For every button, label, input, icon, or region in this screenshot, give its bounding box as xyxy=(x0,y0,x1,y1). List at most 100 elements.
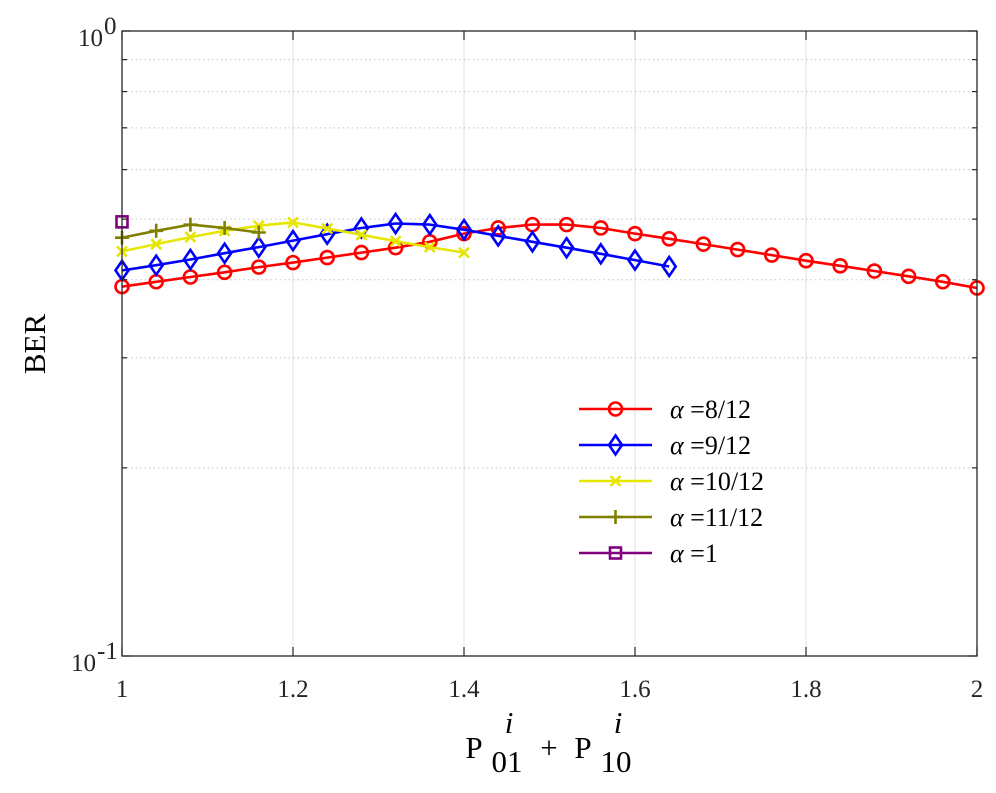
y-axis-label: BER xyxy=(17,314,52,375)
legend-marker-3 xyxy=(608,510,623,524)
legend-alpha-3: α xyxy=(670,503,685,532)
x-tick-label-2: 1.4 xyxy=(448,676,480,703)
grid-lines xyxy=(122,31,977,656)
series-0-point-16 xyxy=(661,231,678,247)
legend-alpha-0: α xyxy=(670,395,685,424)
series-0-point-5 xyxy=(285,254,301,271)
series-2-point-7 xyxy=(355,228,368,241)
y-tick-label-top-base: 10 xyxy=(78,25,103,52)
series-0-point-4 xyxy=(250,259,267,275)
series-1-line xyxy=(121,222,670,272)
axis-ticks xyxy=(121,30,978,657)
y-tick-label-bottom: 10 -1 xyxy=(71,638,118,677)
legend-marker-2 xyxy=(609,475,622,487)
legend-entry-3: α =11/12 xyxy=(579,503,763,532)
series-0-point-11 xyxy=(490,220,507,236)
series-0 xyxy=(114,216,985,296)
series-1-point-12 xyxy=(524,229,541,254)
x-axis-label-sup2: i xyxy=(614,705,623,740)
x-tick-label-4: 1.8 xyxy=(790,676,821,703)
legend-value-1: =9/12 xyxy=(684,431,751,460)
legend-value-3: =11/12 xyxy=(684,503,763,532)
legend-label-2: α =10/12 xyxy=(670,467,764,496)
series-3-point-3 xyxy=(217,220,232,235)
y-tick-label-bottom-base: 10 xyxy=(71,650,96,677)
series-2-point-10 xyxy=(458,246,470,259)
x-axis-label-sub2: 10 xyxy=(601,744,632,779)
legend: α =8/12α =9/12α =10/12α =11/12α =1 xyxy=(579,395,764,568)
series-1-point-14 xyxy=(592,242,609,266)
series-1-point-2 xyxy=(182,247,199,272)
series-2-point-5 xyxy=(287,216,299,229)
series-3-point-2 xyxy=(183,217,198,232)
series-0-point-21 xyxy=(832,258,849,274)
series-1-point-4 xyxy=(250,235,267,259)
x-axis-label-sub1: 01 xyxy=(492,744,523,779)
x-tick-label-1: 1.2 xyxy=(277,676,308,703)
y-tick-label-top: 10 0 xyxy=(78,13,117,52)
plot-area-background xyxy=(122,31,977,656)
series-0-point-6 xyxy=(319,249,336,266)
series-0-point-17 xyxy=(695,236,712,252)
series-1-point-5 xyxy=(284,228,302,253)
legend-label-1: α =9/12 xyxy=(670,431,751,460)
series-0-point-22 xyxy=(866,263,883,279)
plot-area-frame xyxy=(121,30,978,657)
legend-label-4: α =1 xyxy=(670,539,718,568)
legend-alpha-4: α xyxy=(670,539,685,568)
legend-marker-1 xyxy=(607,433,624,457)
legend-value-2: =10/12 xyxy=(684,467,764,496)
legend-alpha-2: α xyxy=(670,467,685,496)
legend-label-0: α =8/12 xyxy=(670,395,751,424)
series-0-point-19 xyxy=(763,247,780,263)
legend-entry-4: α =1 xyxy=(579,539,718,568)
legend-entry-2: α =10/12 xyxy=(579,467,764,496)
series-0-point-20 xyxy=(798,252,814,269)
legend-entry-1: α =9/12 xyxy=(579,431,751,460)
x-tick-label-3: 1.6 xyxy=(619,676,650,703)
series-0-point-7 xyxy=(353,244,370,261)
series-1-point-11 xyxy=(490,224,507,248)
series-1-point-13 xyxy=(558,235,575,260)
series-2-point-6 xyxy=(321,222,334,235)
series-1-point-7 xyxy=(353,216,370,240)
series-0-point-23 xyxy=(900,268,917,285)
legend-alpha-1: α xyxy=(670,431,685,460)
series-2-point-8 xyxy=(389,235,402,248)
series-1-point-3 xyxy=(216,241,233,266)
series-1-point-10 xyxy=(455,217,473,242)
series-2-point-2 xyxy=(184,231,197,244)
series-1-point-8 xyxy=(387,211,404,236)
series-1-point-16 xyxy=(661,254,678,279)
x-axis-label: P i 01 + P i 10 xyxy=(465,705,631,779)
series-layer xyxy=(113,211,985,296)
series-0-point-13 xyxy=(558,216,575,233)
legend-marker-4 xyxy=(608,546,623,560)
y-tick-label-top-exp: 0 xyxy=(104,13,117,40)
legend-entry-0: α =8/12 xyxy=(579,395,751,424)
series-0-point-18 xyxy=(729,241,746,258)
x-axis-label-p2: P xyxy=(574,730,591,765)
x-tick-label-0: 1 xyxy=(116,676,129,703)
x-axis-label-plus: + xyxy=(540,730,557,765)
series-0-point-24 xyxy=(934,273,951,290)
series-3-point-1 xyxy=(149,223,164,238)
series-1-point-1 xyxy=(148,253,165,277)
x-tick-label-5: 2 xyxy=(971,676,984,703)
series-2-point-9 xyxy=(423,241,436,254)
x-tick-labels: 1 1.2 1.4 1.6 1.8 2 xyxy=(116,676,984,703)
series-1-point-9 xyxy=(421,212,438,237)
legend-label-3: α =11/12 xyxy=(670,503,763,532)
series-0-point-14 xyxy=(592,220,609,236)
y-tick-label-bottom-exp: -1 xyxy=(97,638,118,665)
series-1-point-15 xyxy=(626,248,644,272)
x-axis-label-p1: P xyxy=(465,730,482,765)
x-axis-label-sup1: i xyxy=(505,705,514,740)
series-0-point-15 xyxy=(627,225,643,242)
series-3-point-4 xyxy=(251,225,266,240)
series-0-point-3 xyxy=(216,264,233,281)
series-2-point-1 xyxy=(150,238,163,251)
legend-value-0: =8/12 xyxy=(684,395,751,424)
legend-marker-0 xyxy=(607,401,624,417)
